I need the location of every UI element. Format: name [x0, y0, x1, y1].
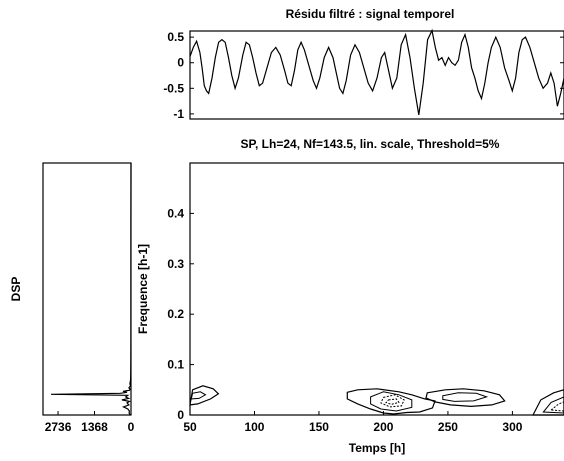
spectrogram-x-tick-label: 200: [373, 420, 393, 434]
spectrogram-y-tick-label: 0: [177, 408, 184, 422]
spectrogram-x-tick-label: 50: [183, 420, 197, 434]
signal-y-ticks: 0.5 0 -0.5 -1: [163, 30, 564, 121]
dsp-axes-frame: [42, 162, 132, 416]
signal-title: Résidu filtré : signal temporel: [286, 7, 455, 21]
signal-y-tick-label: -1: [173, 107, 184, 121]
dsp-x-ticks: 2736 1368 0: [45, 411, 135, 434]
contour-line: [385, 398, 400, 405]
contour-line: [532, 389, 564, 416]
dsp-x-tick-label: 1368: [81, 420, 108, 434]
dsp-series-line: [50, 162, 132, 416]
spectrogram-contours: [189, 385, 564, 416]
dsp-ylabel: DSP: [9, 277, 23, 302]
signal-y-tick-label: 0.5: [167, 30, 184, 44]
spectrogram-x-tick-label: 150: [309, 420, 329, 434]
signal-y-tick-label: 0: [177, 56, 184, 70]
signal-axes-frame: [189, 30, 564, 120]
signal-series-line: [189, 28, 564, 115]
spectrogram-y-tick-label: 0.4: [167, 206, 184, 220]
spectrogram-y-tick-label: 0.1: [167, 358, 184, 372]
dsp-plot: 2736 1368 0: [42, 162, 135, 434]
contour-line: [370, 391, 413, 412]
dsp-x-tick-label: 2736: [45, 420, 72, 434]
spectrogram-x-ticks: 50 100 150 200 250 300: [183, 411, 523, 434]
spectrogram-x-tick-label: 300: [502, 420, 522, 434]
spectrogram-x-tick-label: 100: [244, 420, 264, 434]
spectrogram-y-ticks: 0 0.1 0.2 0.3 0.4: [167, 206, 194, 422]
contour-line: [425, 388, 506, 408]
spectrogram-ylabel: Frequence [h-1]: [136, 244, 150, 334]
contour-line: [542, 396, 564, 414]
signal-plot: 0.5 0 -0.5 -1: [163, 28, 564, 121]
contour-line: [190, 391, 207, 400]
dsp-x-tick-label: 0: [128, 420, 135, 434]
spectrogram-xlabel: Temps [h]: [349, 441, 405, 455]
contour-line: [442, 392, 489, 402]
spectrogram-axes-frame: [189, 162, 564, 416]
signal-y-tick-label: -0.5: [163, 81, 184, 95]
contour-line: [549, 401, 564, 412]
spectrogram-x-tick-label: 250: [438, 420, 458, 434]
contour-line: [380, 394, 405, 408]
contour-line: [346, 388, 436, 415]
spectrogram-title: SP, Lh=24, Nf=143.5, lin. scale, Thresho…: [241, 137, 500, 151]
spectrogram-y-tick-label: 0.3: [167, 257, 184, 271]
spectrogram-plot: 50 100 150 200 250 300 0 0.1 0.2 0.3 0.4: [167, 162, 564, 434]
contour-line: [189, 385, 220, 406]
spectrogram-y-tick-label: 0.2: [167, 307, 184, 321]
